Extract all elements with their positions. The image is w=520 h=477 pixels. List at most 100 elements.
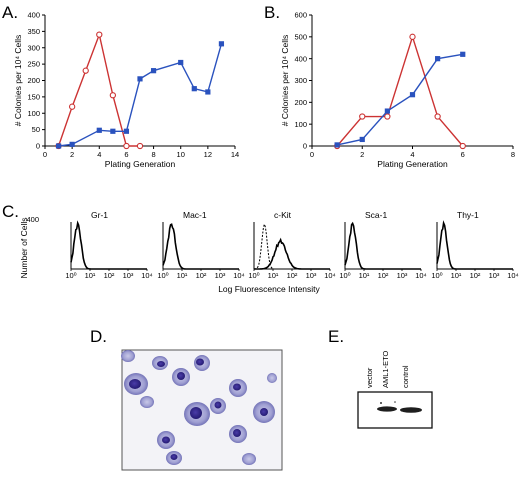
line-chart-a: 0 50 100 150 200 250 300 350 400 0 2 4 6 8 10 12 14 Plati…	[13, 11, 239, 169]
histogram-thy-1: Thy-1 10⁰ 10¹ 10² 10³ 10⁴	[431, 210, 518, 280]
histogram-decade-label: 10⁰	[248, 271, 259, 280]
western-blot	[357, 391, 433, 429]
histogram-control-curve	[253, 222, 330, 270]
histogram-decade-label: 10⁰	[65, 271, 76, 280]
lane-label-aml1-eto: AML1-ETO	[381, 350, 390, 388]
histogram-decade-label: 10⁴	[324, 271, 336, 280]
chart-b-point-circle	[384, 113, 391, 120]
histogram-y-max-label: 400	[26, 215, 39, 224]
histogram-x-axis-label: Log Fluorescence Intensity	[218, 284, 320, 294]
histogram-y-axis-label: Number of Cells	[19, 218, 29, 279]
chart-a-x-tick-label: 6	[124, 150, 128, 159]
histogram-label: Thy-1	[457, 210, 479, 220]
histogram-mac-1: Mac-1 10⁰ 10¹ 10² 10³ 10⁴	[157, 210, 244, 280]
histogram-decade-label: 10²	[378, 271, 389, 280]
histogram-decade-label: 10³	[215, 271, 226, 280]
histogram-decade-label: 10⁰	[339, 271, 350, 280]
chart-a-point-circle	[136, 142, 144, 150]
histogram-decade-label: 10¹	[177, 271, 188, 280]
histogram-gr-1: Gr-1 10⁰ 10¹ 10² 10³ 10⁴	[65, 210, 152, 280]
panel-letter-e: E.	[328, 327, 344, 346]
chart-a-series-line-1	[58, 43, 223, 147]
blot-band-control	[400, 407, 422, 413]
panel-letter-d: D.	[90, 327, 107, 346]
chart-b-x-axis-label: Plating Generation	[377, 159, 448, 169]
chart-b-point-circle	[409, 33, 416, 40]
chart-a-y-tick-label: 200	[27, 76, 40, 85]
chart-a-x-tick-label: 4	[97, 150, 101, 159]
histogram-curve	[254, 237, 330, 270]
histogram-decade-label: 10⁴	[233, 271, 245, 280]
chart-b-x-tick-label: 6	[461, 150, 465, 159]
panel-b: B. 0 100 200 300 400 500 600 0 2 4 6 8 Plating Gener…	[264, 3, 515, 169]
chart-a-y-tick-label: 150	[27, 92, 40, 101]
chart-b-y-axis-label: # Colonies per 10⁴ Cells	[280, 35, 290, 127]
chart-a-y-tick-label: 350	[27, 27, 40, 36]
chart-a-x-axis-label: Plating Generation	[105, 159, 176, 169]
chart-b-point-circle	[434, 113, 441, 120]
chart-b-point-square	[435, 56, 441, 62]
line-chart-b: 0 100 200 300 400 500 600 0 2 4 6 8 Plating Generati…	[280, 11, 515, 169]
histogram-decade-label: 10⁰	[157, 271, 168, 280]
chart-a-point-circle	[68, 103, 76, 110]
chart-b-y-tick-label: 0	[303, 142, 307, 151]
panel-letter-c: C.	[2, 202, 19, 221]
chart-a-point-square	[69, 141, 75, 147]
histogram-curve	[70, 220, 147, 270]
chart-a-x-tick-label: 14	[231, 150, 239, 159]
chart-b-point-circle	[459, 142, 466, 150]
chart-a-y-tick-label: 0	[36, 142, 40, 151]
histogram-decade-label: 10¹	[268, 271, 279, 280]
lane-label-vector: vector	[365, 367, 374, 388]
chart-a-point-square	[218, 41, 225, 47]
panel-a: A. 0 50 100 150 200 250 300 350 400 0 2 4 6 8 10 12 14 Pl…	[2, 3, 239, 169]
histogram-label: c-Kit	[274, 210, 292, 220]
chart-a-point-square	[55, 143, 62, 149]
chart-a-point-square	[96, 127, 102, 133]
histogram-curve	[436, 220, 513, 270]
lane-label-control: control	[401, 365, 410, 388]
chart-a-y-tick-label: 100	[27, 109, 40, 118]
chart-b-point-circle	[359, 113, 366, 120]
histogram-decade-label: 10³	[123, 271, 134, 280]
chart-a-point-square	[110, 128, 116, 134]
chart-a-point-square	[205, 89, 211, 95]
chart-a-point-circle	[82, 67, 89, 74]
chart-b-y-tick-label: 200	[294, 98, 307, 107]
histogram-decade-label: 10²	[104, 271, 115, 280]
histogram-c-kit: c-Kit 10⁰ 10¹ 10² 10³ 10⁴	[248, 210, 335, 280]
histogram-decade-label: 10⁰	[431, 271, 442, 280]
chart-a-x-tick-label: 8	[151, 150, 155, 159]
chart-b-y-tick-label: 100	[294, 120, 307, 129]
chart-b-y-tick-label: 600	[294, 11, 307, 20]
histogram-sca-1: Sca-1 10⁰ 10¹ 10² 10³ 10⁴	[339, 210, 426, 280]
histogram-decade-label: 10⁴	[141, 271, 153, 280]
chart-b-series-line-0	[336, 34, 464, 147]
histogram-decade-label: 10²	[196, 271, 207, 280]
histogram-decade-label: 10⁴	[507, 271, 519, 280]
histogram-decade-label: 10⁴	[415, 271, 427, 280]
chart-b-y-tick-label: 500	[294, 32, 307, 41]
panel-e: E. vector AML1-ETO control	[328, 327, 433, 429]
chart-b-x-tick-label: 8	[511, 150, 515, 159]
stained-cells	[121, 350, 277, 465]
chart-a-point-circle	[96, 31, 103, 38]
histogram-label: Sca-1	[365, 210, 387, 220]
chart-b-x-tick-label: 0	[310, 150, 314, 159]
chart-a-x-tick-label: 10	[177, 150, 185, 159]
histogram-decade-label: 10¹	[85, 271, 96, 280]
chart-a-y-tick-label: 300	[27, 43, 40, 52]
chart-a-point-circle	[109, 92, 117, 99]
histogram-decade-label: 10³	[306, 271, 317, 280]
chart-a-y-tick-label: 400	[27, 11, 40, 20]
chart-b-point-square	[359, 136, 365, 143]
chart-a-point-square	[178, 59, 184, 66]
chart-b-point-square	[409, 92, 416, 98]
histogram-decade-label: 10²	[470, 271, 481, 280]
chart-a-y-tick-label: 250	[27, 60, 40, 69]
histogram-label: Gr-1	[91, 210, 108, 220]
chart-b-series-line-1	[336, 53, 463, 146]
chart-b-x-tick-label: 2	[360, 150, 364, 159]
